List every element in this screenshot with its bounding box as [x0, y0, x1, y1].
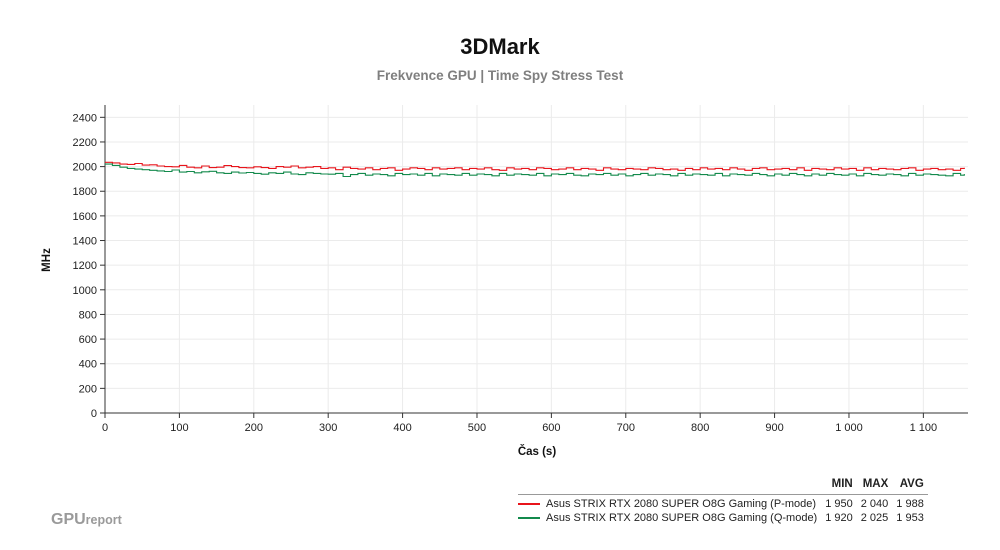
- stats-row-p-mode: Asus STRIX RTX 2080 SUPER O8G Gaming (P-…: [518, 494, 928, 511]
- y-tick-label: 0: [91, 408, 97, 420]
- stats-header-series: [518, 478, 821, 495]
- legend-label-p-mode: Asus STRIX RTX 2080 SUPER O8G Gaming (P-…: [546, 498, 816, 510]
- stat-avg-p-mode: 1 988: [892, 494, 928, 511]
- brand-logo: GPUreport: [51, 511, 122, 529]
- stat-min-q-mode: 1 920: [825, 512, 853, 524]
- legend-swatch-q-mode: [518, 517, 540, 520]
- y-tick-label: 2200: [73, 137, 97, 149]
- stats-header-avg: AVG: [899, 478, 924, 490]
- stats-table: MIN MAX AVG Asus STRIX RTX 2080 SUPER O8…: [518, 478, 928, 525]
- x-tick-label: 500: [468, 422, 486, 434]
- y-tick-label: 1400: [73, 236, 97, 248]
- series-line-q-mode: [105, 163, 965, 178]
- grid-lines: [105, 105, 968, 413]
- x-tick-label: 600: [542, 422, 560, 434]
- y-tick-label: 2400: [73, 112, 97, 124]
- x-tick-label: 700: [617, 422, 635, 434]
- series-lines: [105, 161, 965, 178]
- legend-entry-p-mode: Asus STRIX RTX 2080 SUPER O8G Gaming (P-…: [518, 494, 822, 511]
- legend-swatch-p-mode: [518, 503, 540, 506]
- chart-title: 3DMark: [460, 34, 540, 59]
- y-tick-label: 1600: [73, 211, 97, 223]
- brand-logo-main: GPU: [51, 511, 86, 528]
- stats-header-row: MIN MAX AVG: [518, 478, 928, 495]
- x-tick-label: 0: [102, 422, 108, 434]
- x-axis-title: Čas (s): [518, 445, 557, 458]
- y-axis-title: MHz: [41, 248, 53, 272]
- stats-header-max: MAX: [862, 478, 889, 490]
- y-tick-label: 200: [79, 383, 97, 395]
- stats-header-min: MIN: [831, 478, 853, 490]
- y-tick-label: 1200: [73, 260, 97, 272]
- stat-max-q-mode: 2 025: [860, 512, 889, 524]
- chart-subtitle: Frekvence GPU | Time Spy Stress Test: [376, 68, 624, 83]
- x-tick-label: 800: [691, 422, 709, 434]
- legend-entry-q-mode: Asus STRIX RTX 2080 SUPER O8G Gaming (Q-…: [518, 511, 821, 525]
- x-tick-label: 400: [393, 422, 411, 434]
- x-tick-label: 100: [170, 422, 188, 434]
- y-tick-label: 1000: [73, 285, 97, 297]
- stat-max-p-mode: 2 040: [856, 494, 893, 511]
- x-tick-label: 300: [319, 422, 337, 434]
- x-tick-label: 200: [245, 422, 263, 434]
- stat-min-p-mode: 1 950: [821, 494, 857, 511]
- x-tick-label: 900: [765, 422, 783, 434]
- x-tick-label: 1 100: [910, 422, 938, 434]
- legend-label-q-mode: Asus STRIX RTX 2080 SUPER O8G Gaming (Q-…: [546, 512, 818, 524]
- stats-row-q-mode: Asus STRIX RTX 2080 SUPER O8G Gaming (Q-…: [518, 511, 928, 525]
- y-tick-label: 800: [79, 309, 97, 321]
- y-tick-label: 600: [79, 334, 97, 346]
- series-line-p-mode: [105, 161, 965, 171]
- axes: [100, 105, 968, 418]
- y-tick-label: 1800: [73, 186, 97, 198]
- y-tick-label: 2000: [73, 162, 97, 174]
- brand-logo-suffix: report: [85, 513, 122, 527]
- y-tick-label: 400: [79, 359, 97, 371]
- stat-avg-q-mode: 1 953: [896, 512, 924, 524]
- x-tick-label: 1 000: [835, 422, 863, 434]
- tick-labels: 0200400600800100012001400160018002000220…: [73, 112, 938, 434]
